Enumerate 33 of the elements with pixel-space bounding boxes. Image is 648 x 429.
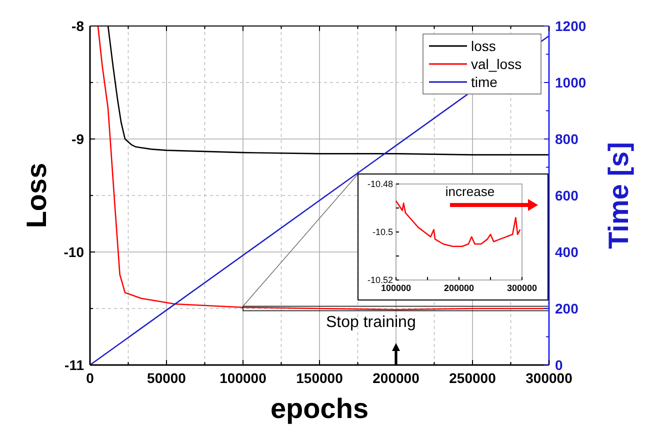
x-tick-label: 250000 xyxy=(449,370,496,386)
x-tick-label: 200000 xyxy=(372,370,420,386)
y-tick-label: -10.48 xyxy=(367,179,393,190)
y2-tick-label: 1200 xyxy=(555,18,586,34)
y2-tick-label: 800 xyxy=(555,130,579,147)
y-tick-label: -9 xyxy=(72,130,84,147)
y2-tick-label: 600 xyxy=(555,187,579,204)
annotation: increase xyxy=(445,184,495,199)
y2-tick-label: 200 xyxy=(555,300,579,316)
line-series xyxy=(395,200,521,248)
x-tick-label: 100000 xyxy=(220,370,267,386)
legend-label: loss xyxy=(471,38,496,54)
x-tick-label: 200000 xyxy=(444,283,474,293)
y2-tick-label: 0 xyxy=(555,356,563,373)
y2-tick-label: 1000 xyxy=(555,74,586,90)
y-tick-label: -11 xyxy=(64,356,84,373)
y2-tick-label: 400 xyxy=(555,244,579,260)
x-axis-title: epochs xyxy=(270,393,369,424)
x-tick-label: 300000 xyxy=(526,370,573,386)
y-tick-label: -10 xyxy=(64,244,84,260)
x-tick-label: 0 xyxy=(86,370,94,386)
y-tick-label: -10.52 xyxy=(367,275,393,286)
y-tick-label: -8 xyxy=(72,18,84,34)
x-tick-label: 300000 xyxy=(506,283,538,293)
x-tick-label: 50000 xyxy=(147,370,186,386)
y-tick-label: -10.5 xyxy=(372,227,393,238)
legend-label: time xyxy=(471,74,498,90)
y2-axis-title: Time [s] xyxy=(603,142,634,249)
legend-label: val_loss xyxy=(471,56,522,72)
annotation: Stop training xyxy=(326,314,416,331)
x-tick-label: 150000 xyxy=(296,370,344,386)
x-tick-label: 100000 xyxy=(380,283,412,293)
y-axis-title: Loss xyxy=(21,162,52,228)
